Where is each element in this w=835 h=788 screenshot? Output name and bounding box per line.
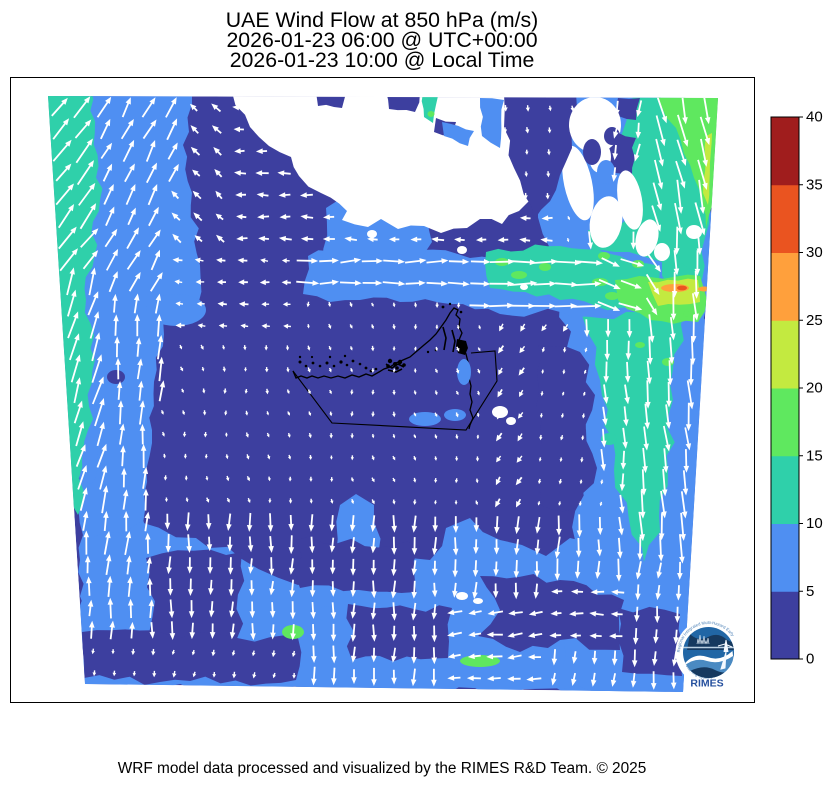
svg-text:0: 0	[806, 651, 814, 668]
svg-text:10: 10	[806, 515, 823, 532]
svg-text:25: 25	[806, 312, 823, 329]
svg-text:30: 30	[806, 244, 823, 261]
svg-text:15: 15	[806, 447, 823, 464]
svg-text:35: 35	[806, 176, 823, 193]
svg-text:40: 40	[806, 109, 823, 126]
svg-text:5: 5	[806, 583, 814, 600]
svg-text:20: 20	[806, 380, 823, 397]
svg-text:RIMES: RIMES	[690, 678, 723, 690]
